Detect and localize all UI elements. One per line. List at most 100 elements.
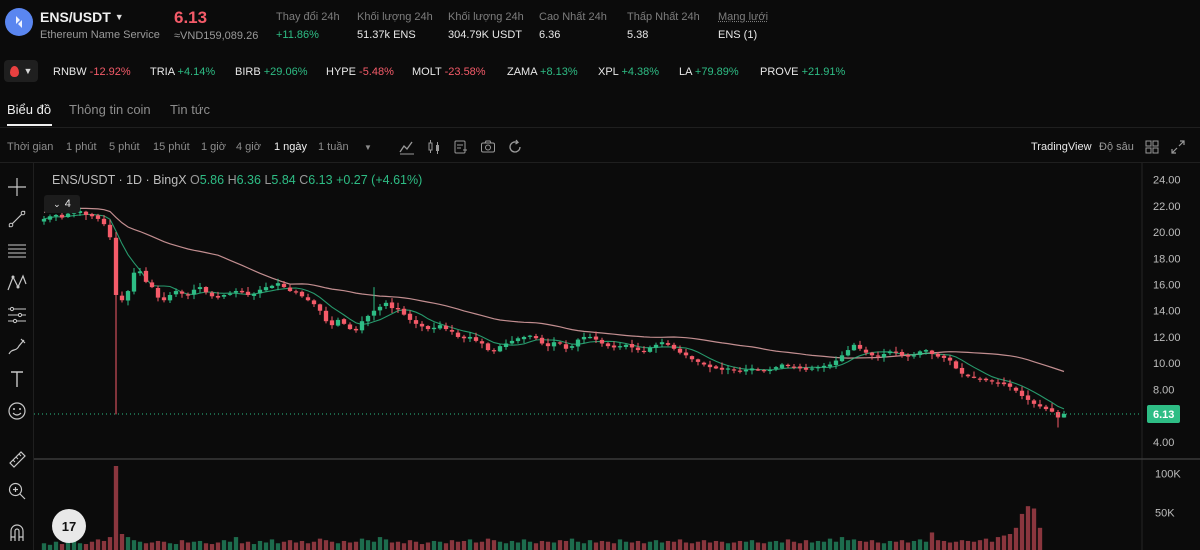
volume-bar [539,540,545,550]
indicators-icon[interactable] [399,139,415,155]
fib-tool-icon[interactable] [6,304,28,326]
zoom-in-icon[interactable] [6,480,28,502]
candle-body [455,332,461,337]
horizontal-lines-icon[interactable] [6,240,28,262]
volume-bar [329,541,335,550]
stat-network[interactable]: Mạng lưới ENS (1) [718,11,769,41]
hot-list-button[interactable]: ▼ [4,60,38,82]
text-tool-icon[interactable] [6,368,28,390]
depth-toggle[interactable]: Độ sâu [1099,141,1134,153]
volume-bar [269,539,275,550]
volume-bar [923,541,929,550]
ticker-item-molt[interactable]: MOLT -23.58% [412,66,486,78]
candle-body [491,350,497,352]
ticker-item-la[interactable]: LA +79.89% [679,66,739,78]
interval-1w[interactable]: 1 tuần [318,141,349,153]
fullscreen-icon[interactable] [1170,139,1186,155]
ruler-icon[interactable] [6,448,28,470]
candle-body [197,287,203,290]
candle-body [401,308,407,315]
volume-bar [893,541,899,550]
trend-line-icon[interactable] [6,208,28,230]
candle-body [701,362,707,365]
candle-body [389,302,395,309]
template-icon[interactable] [453,139,469,155]
interval-1h[interactable]: 1 giờ [201,141,226,153]
volume-bar [833,541,839,550]
candle-body [521,336,527,340]
volume-bar [989,541,995,550]
ticker-change: -5.48% [359,66,394,78]
interval-1d[interactable]: 1 ngày [274,141,308,153]
candle-type-icon[interactable] [426,139,442,155]
tradingview-logo[interactable]: 17 [52,509,86,543]
pair-selector[interactable]: ENS/USDT ▼ Ethereum Name Service [40,9,160,41]
tab-news[interactable]: Tin tức [170,102,211,117]
volume-bar [905,542,911,550]
volume-bar [761,543,767,550]
candle-body [119,295,125,301]
candle-body [971,376,977,378]
volume-bar [719,541,725,550]
refresh-icon[interactable] [507,139,523,155]
candlestick-chart[interactable]: 24.00 22.00 20.00 18.00 16.00 14.00 12.00 10.00… [0,163,1200,550]
volume-bar [623,541,629,550]
ticker-item-xpl[interactable]: XPL +4.38% [598,66,659,78]
candle-body [293,291,299,293]
candle-body [413,320,419,324]
pattern-icon[interactable] [6,272,28,294]
ticker-item-prove[interactable]: PROVE +21.91% [760,66,845,78]
volume-bar [395,541,401,550]
ticker-item-hype[interactable]: HYPE -5.48% [326,66,394,78]
tab-chart[interactable]: Biểu đồ [7,102,52,117]
candle-body [431,327,437,330]
interval-time-label[interactable]: Thời gian [7,141,54,153]
pair-full-name: Ethereum Name Service [40,29,160,41]
tradingview-toggle[interactable]: TradingView [1031,141,1092,153]
volume-bar [749,540,755,550]
candle-body [989,380,995,382]
candle-body [689,356,695,360]
interval-more-caret-icon[interactable]: ▼ [364,143,372,152]
ticker-item-tria[interactable]: TRIA +4.14% [150,66,215,78]
interval-1m[interactable]: 1 phút [66,141,97,153]
candle-body [1055,412,1061,418]
layout-grid-icon[interactable] [1144,139,1160,155]
volume-bar [695,541,701,550]
candle-body [563,344,569,349]
candle-body [395,308,401,310]
crosshair-icon[interactable] [6,176,28,198]
candle-body [515,338,521,342]
ticker-item-zama[interactable]: ZAMA +8.13% [507,66,578,78]
camera-icon[interactable] [480,139,496,155]
interval-5m[interactable]: 5 phút [109,141,140,153]
brush-icon[interactable] [6,336,28,358]
volume-bar [899,540,905,550]
candle-body [335,319,341,326]
volume-bar [863,541,869,550]
volume-bar [857,540,863,550]
candle-body [509,340,515,344]
candle-body [497,346,503,352]
candle-body [377,306,383,311]
volume-bar [659,542,665,550]
volume-bar [77,543,83,550]
ticker-item-rnbw[interactable]: RNBW -12.92% [53,66,131,78]
volume-bar [965,540,971,550]
volume-bar [875,542,881,550]
drawing-tools-sidebar [0,163,34,550]
ticker-item-birb[interactable]: BIRB +29.06% [235,66,307,78]
interval-15m[interactable]: 15 phút [153,141,190,153]
caret-down-icon: ▼ [114,12,124,22]
candle-body [623,344,629,347]
volume-bar [947,542,953,550]
tab-coin-info[interactable]: Thông tin coin [69,102,151,117]
volume-bar [509,540,515,550]
ticker-symbol: HYPE [326,66,356,78]
ticker-symbol: MOLT [412,66,442,78]
indicator-toggle[interactable]: ⌄ 4 [44,195,80,213]
interval-4h[interactable]: 4 giờ [236,141,261,153]
emoji-icon[interactable] [6,400,28,422]
volume-bar [683,542,689,550]
magnet-icon[interactable] [6,521,28,543]
